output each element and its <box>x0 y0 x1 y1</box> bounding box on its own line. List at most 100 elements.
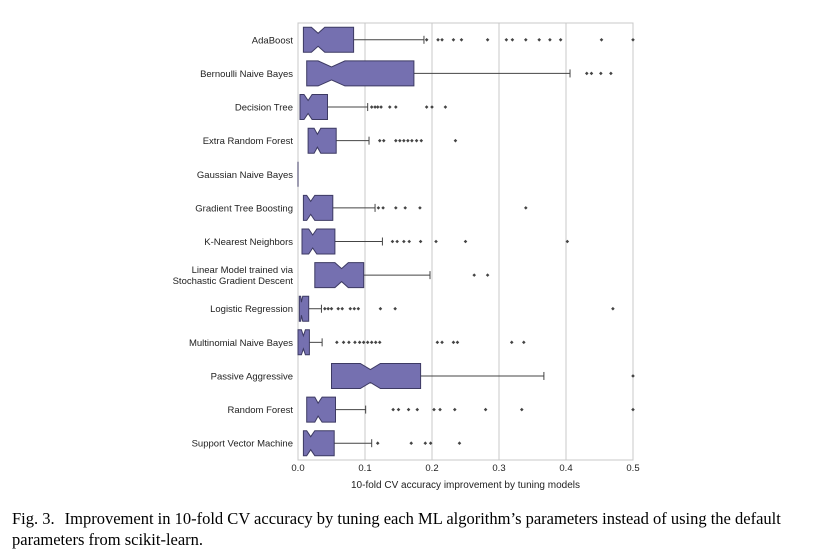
outlier-point <box>391 407 395 412</box>
category-3 <box>307 127 458 154</box>
outlier-point <box>394 138 398 143</box>
x-tick-label: 0.4 <box>559 463 572 474</box>
outlier-point <box>519 407 524 412</box>
outlier-point <box>418 239 423 244</box>
outlier-point <box>483 407 488 412</box>
outlier-point <box>375 441 380 445</box>
outlier-point <box>353 340 357 345</box>
category-label: K-Nearest Neighbors <box>204 237 293 248</box>
outlier-point <box>443 105 448 109</box>
outlier-point <box>418 206 422 210</box>
outlier-point <box>341 340 346 345</box>
box-layer <box>297 26 635 457</box>
category-label: Multinomial Naive Bayes <box>189 338 293 349</box>
category-label: Gaussian Naive Bayes <box>197 170 293 181</box>
outlier-point <box>393 306 397 311</box>
outlier-point <box>537 38 541 42</box>
outlier-point <box>455 340 460 345</box>
box <box>302 430 335 457</box>
outlier-point <box>356 306 361 311</box>
outlier-point <box>381 206 385 210</box>
outlier-point <box>631 407 635 412</box>
box <box>301 228 336 255</box>
outlier-point <box>438 407 442 412</box>
outlier-point <box>406 407 411 412</box>
category-label: Logistic Regression <box>210 304 293 315</box>
outlier-point <box>376 206 381 210</box>
outlier-point <box>352 306 357 311</box>
outlier-point <box>415 407 420 412</box>
outlier-point <box>524 206 528 210</box>
outlier-point <box>453 138 458 143</box>
category-label: Bernoulli Naive Bayes <box>200 69 293 80</box>
outlier-point <box>409 441 414 445</box>
outlier-point <box>459 38 464 42</box>
outlier-point <box>347 340 351 345</box>
box <box>314 262 365 289</box>
outlier-point <box>440 340 444 345</box>
outlier-point <box>434 239 438 244</box>
outlier-point <box>373 105 377 109</box>
outlier-point <box>365 340 370 345</box>
outlier-point <box>504 38 509 42</box>
outlier-point <box>336 306 340 311</box>
category-5 <box>302 194 528 221</box>
x-tick-labels: 0.0 0.1 0.2 0.3 0.4 0.5 <box>291 463 639 474</box>
x-axis-label: 10-fold CV accuracy improvement by tunin… <box>351 480 580 491</box>
outlier-point <box>436 38 440 42</box>
outlier-point <box>394 105 398 109</box>
outlier-point <box>558 38 563 42</box>
outlier-point <box>521 340 526 345</box>
outlier-point <box>414 138 419 143</box>
category-label: Linear Model trained via <box>192 265 294 276</box>
outlier-point <box>584 71 589 76</box>
category-0 <box>302 26 635 53</box>
category-label: Decision Tree <box>235 103 293 114</box>
category-label: Random Forest <box>228 405 294 416</box>
x-tick-label: 0.1 <box>358 463 371 474</box>
category-10 <box>331 363 635 389</box>
outlier-point <box>410 138 414 143</box>
outlier-point <box>451 38 456 42</box>
caption-text: Improvement in 10-fold CV accuracy by tu… <box>12 509 781 549</box>
outlier-point <box>406 138 410 143</box>
outlier-point <box>424 38 429 42</box>
outlier-point <box>524 38 528 42</box>
category-label: Extra Random Forest <box>203 136 294 147</box>
outlier-point <box>375 105 380 109</box>
outlier-point <box>609 71 613 76</box>
outlier-point <box>326 306 330 311</box>
x-tick-label: 0.0 <box>291 463 304 474</box>
box <box>302 194 334 221</box>
outlier-point <box>377 138 382 143</box>
outlier-point <box>430 105 434 109</box>
outlier-point <box>378 306 383 311</box>
category-label: Stochastic Gradient Descent <box>173 276 294 287</box>
outlier-point <box>398 138 402 143</box>
outlier-point <box>329 306 334 311</box>
plot-frame <box>297 22 634 461</box>
outlier-point <box>373 340 378 345</box>
outlier-point <box>428 441 433 445</box>
outlier-point <box>377 340 382 345</box>
outlier-point <box>631 38 635 42</box>
category-labels: AdaBoost Bernoulli Naive Bayes Decision Tr… <box>173 35 294 449</box>
outlier-point <box>589 71 594 76</box>
box <box>297 329 310 356</box>
outlier-point <box>463 239 468 244</box>
outlier-point <box>395 239 399 244</box>
outlier-point <box>599 38 604 42</box>
outlier-point <box>565 239 570 244</box>
category-label: Passive Aggressive <box>211 372 293 383</box>
outlier-point <box>402 239 406 244</box>
box <box>302 26 355 53</box>
box <box>331 363 422 389</box>
box <box>306 396 336 423</box>
outlier-point <box>407 239 412 244</box>
outlier-point <box>403 206 407 210</box>
outlier-point <box>379 105 383 109</box>
category-11 <box>306 396 635 423</box>
outlier-point <box>323 306 327 311</box>
outlier-point <box>369 105 374 109</box>
caption-figure-number: Fig. 3. <box>12 509 55 528</box>
